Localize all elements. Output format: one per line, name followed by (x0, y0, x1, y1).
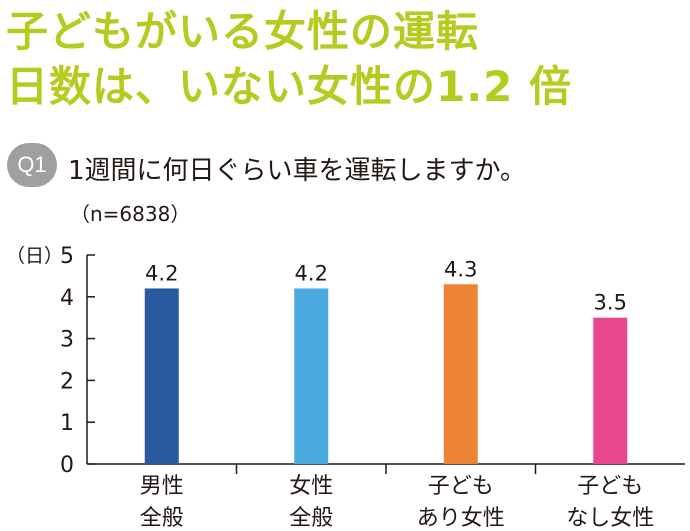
x-category-label: なし女性 (566, 506, 654, 531)
headline: 子どもがいる女性の運転 日数は、いない女性の1.2 倍 (6, 4, 572, 114)
bar (144, 288, 179, 464)
y-tick-label: 5 (60, 244, 74, 269)
bar (443, 284, 478, 464)
bar-value-label: 3.5 (594, 291, 627, 315)
sample-size: （n=6838） (70, 202, 191, 226)
x-category-label: あり女性 (417, 506, 505, 531)
y-unit-label: （日） (6, 245, 63, 267)
x-category-label: 男性 (140, 474, 184, 499)
x-category-label: 子ども (577, 474, 643, 499)
question-text: 1週間に何日ぐらい車を運転しますか。 (68, 156, 527, 186)
x-category-label: 女性 (289, 474, 333, 499)
question-badge: Q1 (7, 143, 57, 187)
bar (593, 317, 628, 464)
bar (294, 288, 329, 464)
headline-line-1: 子どもがいる女性の運転 (6, 7, 480, 56)
y-tick-label: 2 (60, 369, 74, 394)
x-category-label: 子ども (428, 474, 494, 499)
y-tick-label: 0 (60, 453, 74, 478)
y-tick-label: 1 (60, 411, 74, 436)
bar-value-label: 4.2 (145, 261, 178, 285)
y-tick-label: 3 (60, 328, 74, 353)
headline-line-2: 日数は、いない女性の1.2 倍 (6, 62, 573, 111)
x-category-label: 全般 (289, 506, 333, 531)
x-category-label: 全般 (140, 506, 184, 531)
bar-value-label: 4.3 (444, 257, 477, 281)
bar-value-label: 4.2 (295, 261, 328, 285)
y-tick-label: 4 (60, 286, 74, 311)
